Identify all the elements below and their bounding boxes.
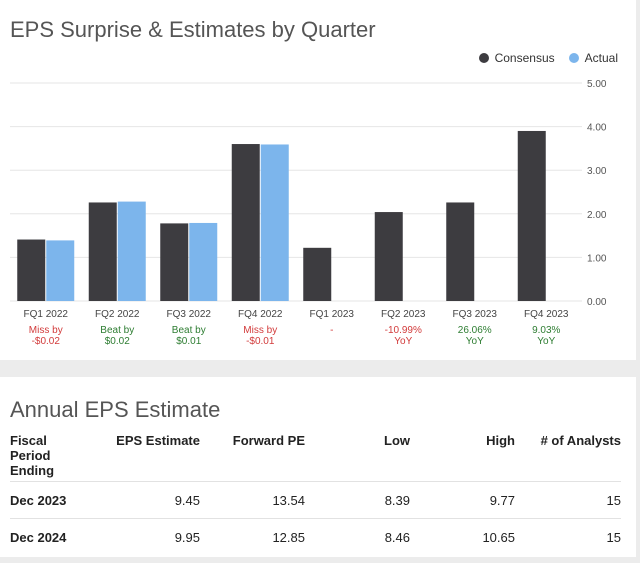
surprise-label: 9.03% bbox=[532, 325, 560, 336]
x-tick-label: FQ2 2023 bbox=[381, 309, 426, 320]
legend-swatch-consensus bbox=[478, 53, 489, 63]
surprise-label: Miss by bbox=[29, 325, 63, 336]
legend-swatch-actual bbox=[568, 53, 579, 63]
annual-title: Annual EPS Estimate bbox=[10, 397, 221, 422]
cell-high: 9.77 bbox=[410, 481, 515, 519]
surprise-value: YoY bbox=[537, 336, 555, 347]
header-analysts: # of Analysts bbox=[540, 433, 621, 448]
x-tick-label: FQ2 2022 bbox=[95, 309, 140, 320]
bar-consensus bbox=[374, 212, 403, 301]
x-tick-label: FQ1 2023 bbox=[310, 309, 355, 320]
bar-actual bbox=[117, 201, 146, 301]
cell-forward-pe: 12.85 bbox=[200, 518, 305, 555]
cell-eps-estimate: 9.95 bbox=[98, 518, 200, 555]
legend-label-consensus: Consensus bbox=[494, 51, 555, 65]
cell-analysts: 15 bbox=[515, 481, 621, 519]
header-low: Low bbox=[384, 433, 410, 448]
annual-eps-table: Fiscal Period Ending EPS Estimate Forwar… bbox=[10, 433, 621, 555]
legend-item-consensus[interactable]: Consensus bbox=[478, 51, 555, 65]
bar-actual bbox=[189, 222, 218, 301]
header-fiscal-line-2: Period bbox=[10, 448, 51, 463]
table-header-row: Fiscal Period Ending EPS Estimate Forwar… bbox=[10, 433, 621, 482]
chart-legend: Consensus Actual bbox=[465, 51, 618, 65]
header-fiscal-period: Fiscal Period Ending bbox=[10, 433, 98, 482]
x-tick-label: FQ1 2022 bbox=[24, 309, 69, 320]
surprise-value: YoY bbox=[466, 336, 484, 347]
bar-consensus bbox=[231, 144, 260, 301]
surprise-label: - bbox=[330, 325, 333, 336]
y-tick-label: 1.00 bbox=[587, 253, 607, 264]
surprise-label: Miss by bbox=[243, 325, 277, 336]
cell-analysts: 15 bbox=[515, 518, 621, 555]
eps-chart-panel: EPS Surprise & Estimates by Quarter Cons… bbox=[0, 0, 636, 360]
bar-actual bbox=[260, 144, 289, 301]
cell-period: Dec 2023 bbox=[10, 481, 98, 519]
header-high: High bbox=[486, 433, 515, 448]
header-fiscal-line-3: Ending bbox=[10, 463, 55, 478]
x-tick-label: FQ4 2023 bbox=[524, 309, 569, 320]
y-tick-label: 2.00 bbox=[587, 210, 607, 221]
legend-label-actual: Actual bbox=[584, 51, 618, 65]
header-fiscal-line-1: Fiscal bbox=[10, 433, 47, 448]
y-tick-label: 5.00 bbox=[587, 79, 607, 90]
cell-low: 8.46 bbox=[305, 518, 410, 555]
surprise-label: Beat by bbox=[100, 325, 134, 336]
cell-period: Dec 2024 bbox=[10, 518, 98, 555]
surprise-value: $0.02 bbox=[105, 336, 130, 347]
cell-low: 8.39 bbox=[305, 481, 410, 519]
legend-item-actual[interactable]: Actual bbox=[568, 51, 618, 65]
cell-forward-pe: 13.54 bbox=[200, 481, 305, 519]
table-row: Dec 2023 9.45 13.54 8.39 9.77 15 bbox=[10, 481, 621, 519]
cell-high: 10.65 bbox=[410, 518, 515, 555]
annual-eps-panel: Annual EPS Estimate Fiscal Period Ending… bbox=[0, 377, 636, 557]
bar-consensus bbox=[446, 202, 475, 301]
surprise-label: 26.06% bbox=[458, 325, 492, 336]
y-tick-label: 3.00 bbox=[587, 166, 607, 177]
header-forward-pe: Forward PE bbox=[232, 433, 305, 448]
surprise-value: YoY bbox=[394, 336, 412, 347]
surprise-label: Beat by bbox=[172, 325, 206, 336]
table-row: Dec 2024 9.95 12.85 8.46 10.65 15 bbox=[10, 518, 621, 555]
bar-consensus bbox=[17, 239, 46, 301]
chart-title: EPS Surprise & Estimates by Quarter bbox=[10, 17, 376, 42]
y-tick-label: 0.00 bbox=[587, 297, 607, 308]
bar-consensus bbox=[88, 202, 117, 301]
surprise-label: -10.99% bbox=[385, 325, 422, 336]
surprise-value: -$0.01 bbox=[246, 336, 275, 347]
bar-actual bbox=[46, 240, 75, 301]
y-tick-label: 4.00 bbox=[587, 123, 607, 134]
bar-consensus bbox=[303, 247, 332, 301]
x-tick-label: FQ4 2022 bbox=[238, 309, 283, 320]
bar-consensus bbox=[517, 130, 546, 301]
surprise-value: -$0.02 bbox=[32, 336, 61, 347]
header-eps-estimate: EPS Estimate bbox=[116, 433, 200, 448]
bar-consensus bbox=[160, 223, 189, 301]
x-tick-label: FQ3 2022 bbox=[167, 309, 212, 320]
surprise-value: $0.01 bbox=[176, 336, 201, 347]
x-tick-label: FQ3 2023 bbox=[453, 309, 498, 320]
cell-eps-estimate: 9.45 bbox=[98, 481, 200, 519]
